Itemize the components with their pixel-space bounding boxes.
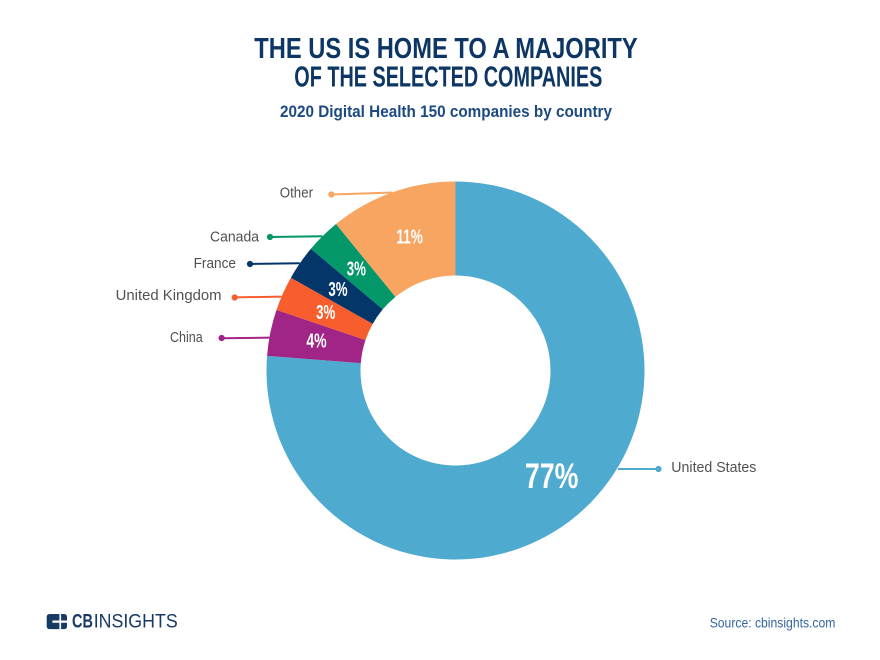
svg-text:2020 Digital Health 150 compan: 2020 Digital Health 150 companies by cou…	[280, 103, 613, 121]
svg-text:3%: 3%	[328, 279, 347, 301]
svg-text:77%: 77%	[525, 457, 579, 496]
svg-text:United Kingdom: United Kingdom	[116, 287, 222, 304]
svg-text:3%: 3%	[316, 302, 335, 324]
svg-text:4%: 4%	[306, 331, 326, 353]
svg-text:Other: Other	[280, 185, 313, 202]
svg-text:OF THE SELECTED COMPANIES: OF THE SELECTED COMPANIES	[294, 62, 602, 94]
svg-text:THE US IS HOME TO A MAJORITY: THE US IS HOME TO A MAJORITY	[254, 33, 637, 65]
svg-text:France: France	[194, 255, 236, 272]
svg-text:INSIGHTS: INSIGHTS	[94, 611, 178, 632]
svg-text:Canada: Canada	[210, 228, 260, 245]
svg-text:China: China	[170, 329, 203, 346]
svg-text:United States: United States	[671, 459, 756, 476]
svg-text:Source: cbinsights.com: Source: cbinsights.com	[710, 615, 836, 630]
svg-text:11%: 11%	[396, 226, 423, 248]
svg-text:CB: CB	[72, 611, 93, 632]
svg-text:3%: 3%	[347, 259, 366, 281]
